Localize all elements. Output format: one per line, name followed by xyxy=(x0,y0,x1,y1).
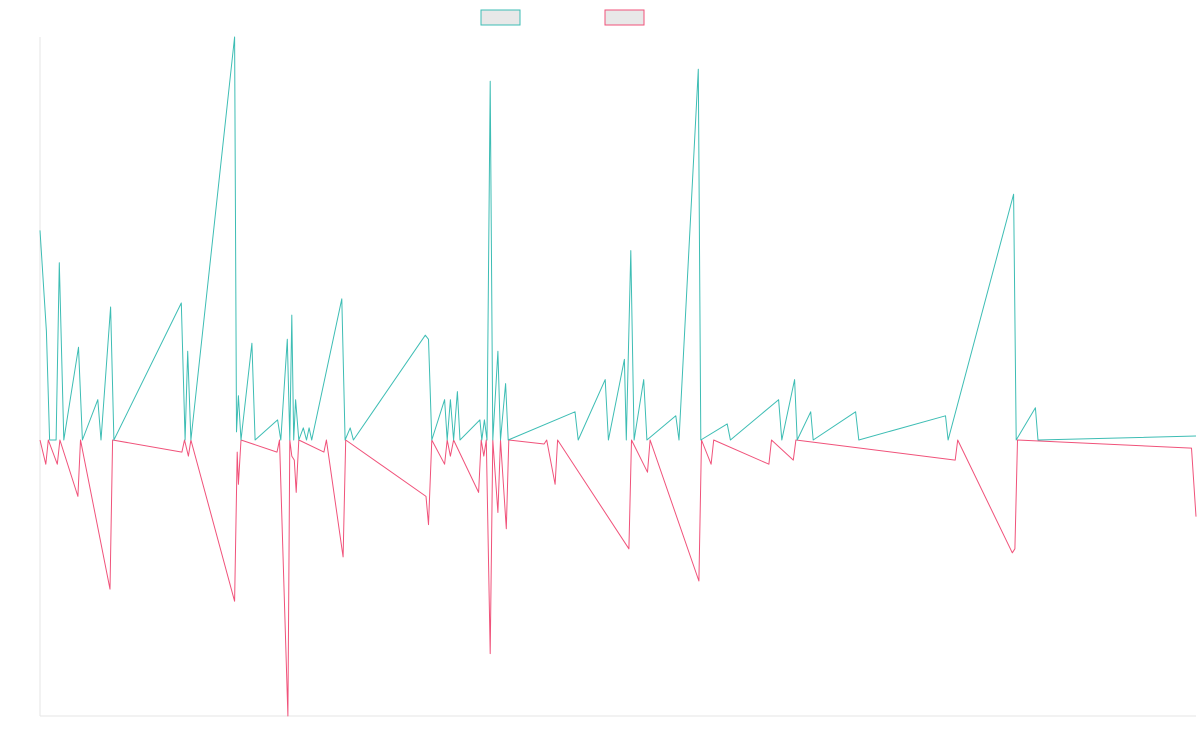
legend-swatch-series-1[interactable] xyxy=(480,9,521,26)
series-2-line xyxy=(39,439,1197,717)
legend[interactable] xyxy=(480,9,645,26)
series-1-line xyxy=(39,36,1197,441)
plot-area xyxy=(39,36,1197,717)
legend-swatch-series-2[interactable] xyxy=(604,9,645,26)
